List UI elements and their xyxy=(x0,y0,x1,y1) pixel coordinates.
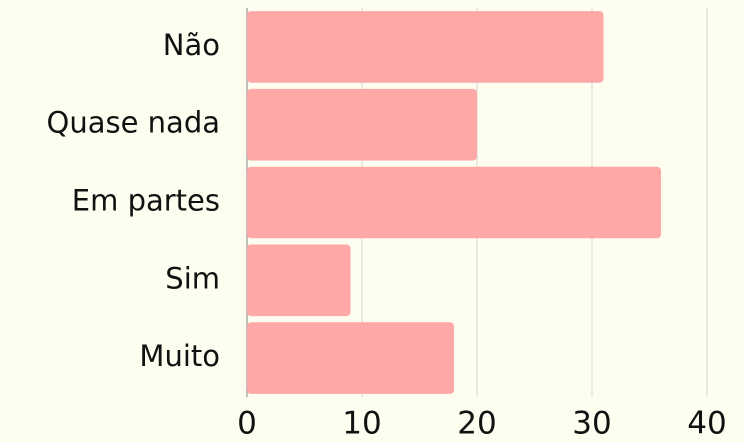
y-tick-label: Em partes xyxy=(72,184,220,218)
x-tick-label: 40 xyxy=(687,406,726,442)
x-tick-label: 30 xyxy=(572,406,611,442)
y-tick-label: Quase nada xyxy=(47,106,220,140)
x-tick-label: 10 xyxy=(342,406,381,442)
bar xyxy=(247,11,604,83)
y-tick-label: Sim xyxy=(165,261,220,295)
bar xyxy=(247,244,351,317)
bar xyxy=(247,322,454,394)
bar xyxy=(247,88,477,161)
x-tick-label: 0 xyxy=(237,406,257,442)
x-tick-label: 20 xyxy=(457,406,496,442)
bar xyxy=(247,166,661,239)
y-tick-label: Muito xyxy=(139,339,220,373)
y-tick-label: Não xyxy=(163,28,220,62)
